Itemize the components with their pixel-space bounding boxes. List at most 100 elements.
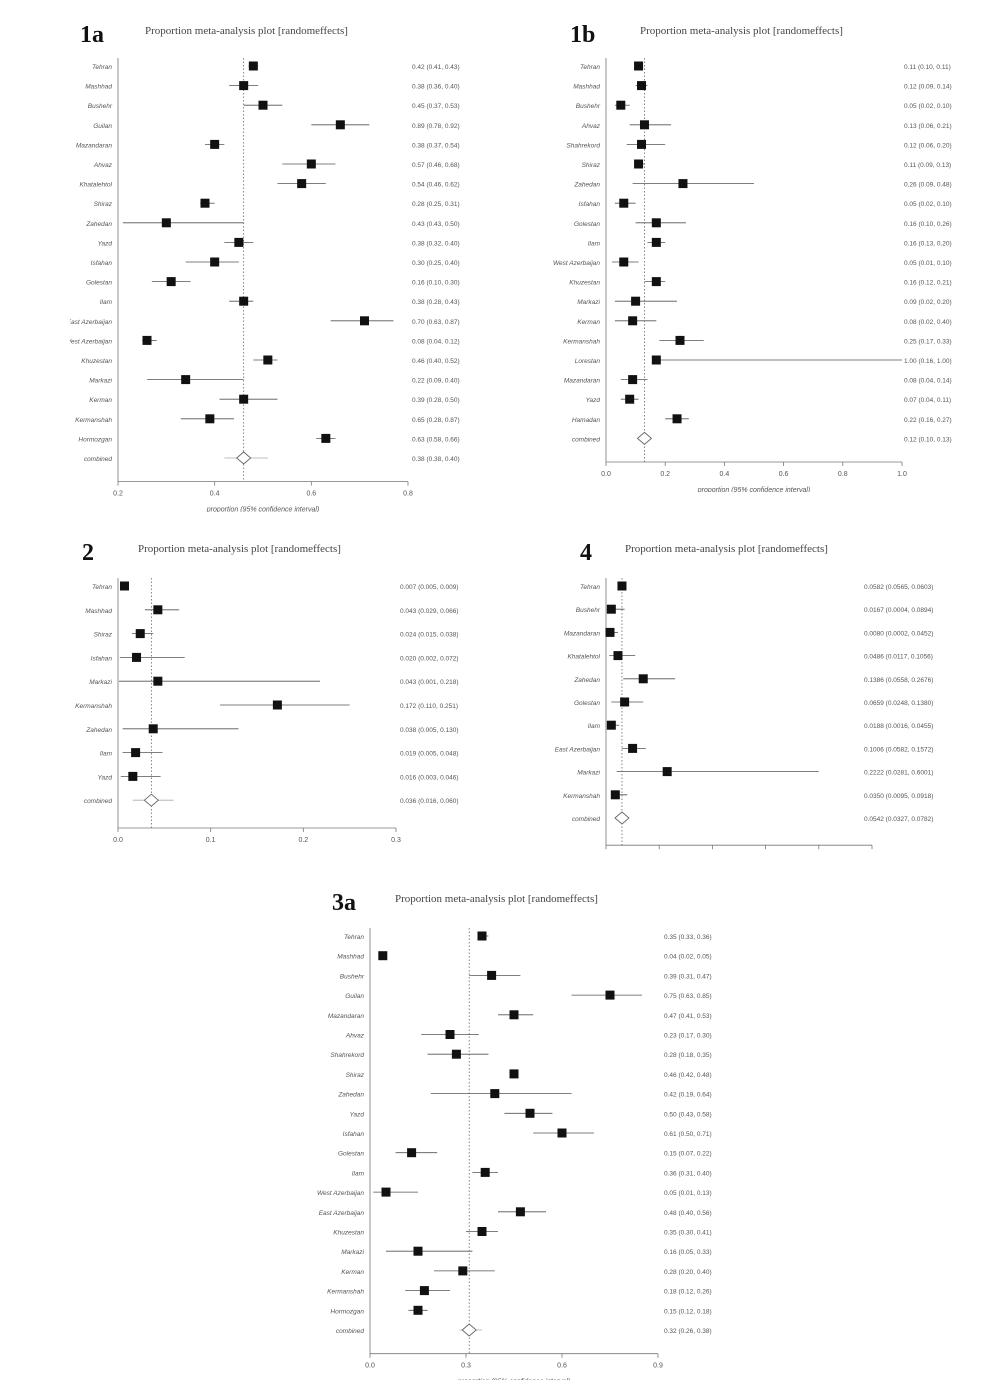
study-label: combined [572, 816, 601, 823]
study-ci-text: 0.48 (0.40, 0.56) [664, 1210, 712, 1217]
study-label: Mashhad [573, 84, 600, 91]
study-ci-text: 0.23 (0.17, 0.30) [664, 1033, 712, 1040]
combined-diamond [636, 431, 653, 445]
study-label: Lorestan [575, 358, 601, 365]
study-ci-text: 0.70 (0.63, 0.87) [412, 319, 460, 326]
study-label: Bushehr [88, 103, 113, 110]
study-ci-text: 0.05 (0.02, 0.10) [904, 103, 952, 110]
study-label: Shiraz [94, 632, 113, 639]
study-ci-text: 0.43 (0.43, 0.50) [412, 221, 460, 228]
study-point [210, 257, 220, 267]
study-ci-text: 0.043 (0.001, 0.218) [400, 679, 459, 686]
combined-diamond [143, 793, 160, 807]
chart-title: Proportion meta-analysis plot [randomeff… [138, 543, 341, 555]
study-ci-text: 0.0659 (0.0248, 0.1380) [864, 700, 933, 707]
forest-svg-1b: 0.0 0.2 0.4 0.6 0.8 1.0 proportion (95% confid… [553, 58, 952, 492]
study-ci-text: 0.65 (0.28, 0.87) [412, 417, 460, 424]
study-ci-text: 0.75 (0.63, 0.85) [664, 993, 712, 1000]
study-label: Kerman [577, 319, 600, 326]
chart-title: Proportion meta-analysis plot [randomeff… [640, 25, 843, 37]
study-label: combined [84, 456, 113, 463]
study-label: Kermanshah [563, 338, 600, 345]
study-ci-text: 0.38 (0.38, 0.40) [412, 456, 460, 463]
study-ci-text: 0.016 (0.003, 0.046) [400, 774, 459, 781]
study-ci-text: 0.28 (0.25, 0.31) [412, 201, 460, 208]
study-point [605, 627, 615, 637]
study-point [662, 767, 672, 777]
study-ci-text: 0.16 (0.05, 0.33) [664, 1249, 712, 1256]
study-label: Khatalehtol [567, 654, 600, 661]
study-ci-text: 0.08 (0.04, 0.12) [412, 338, 460, 345]
study-label: Golestan [338, 1151, 364, 1158]
study-point [487, 970, 497, 980]
study-ci-text: 0.16 (0.10, 0.30) [412, 280, 460, 287]
study-point [606, 604, 616, 614]
study-ci-text: 0.89 (0.78, 0.92) [412, 123, 460, 130]
study-label: Kerman [89, 397, 112, 404]
study-point [131, 748, 141, 758]
study-ci-text: 0.07 (0.04, 0.11) [904, 397, 951, 404]
study-point [651, 237, 661, 247]
study-label: Zahedan [573, 677, 600, 684]
study-point [153, 676, 163, 686]
study-ci-text: 0.172 (0.110, 0.251) [400, 703, 458, 710]
study-ci-text: 0.35 (0.33, 0.36) [664, 934, 712, 941]
chart-title: Proportion meta-analysis plot [randomeff… [395, 893, 598, 905]
study-ci-text: 0.12 (0.10, 0.13) [904, 436, 952, 443]
study-label: Shiraz [94, 201, 113, 208]
study-label: Golestan [574, 700, 600, 707]
study-ci-text: 0.08 (0.02, 0.40) [904, 319, 952, 326]
study-point [651, 218, 661, 228]
study-label: Yazd [586, 397, 601, 404]
x-tick-label: 0.6 [306, 491, 316, 498]
study-label: West Azerbaijan [317, 1190, 364, 1197]
study-ci-text: 0.0188 (0.0016, 0.0455) [864, 723, 933, 730]
study-point [234, 237, 244, 247]
study-point [239, 394, 249, 404]
study-ci-text: 0.18 (0.12, 0.26) [664, 1289, 712, 1296]
study-label: Ahvaz [345, 1033, 365, 1040]
study-point [181, 375, 191, 385]
study-ci-text: 0.007 (0.005, 0.009) [400, 584, 459, 591]
study-point [557, 1128, 567, 1138]
study-point [128, 771, 138, 781]
study-point [381, 1187, 391, 1197]
study-point [628, 375, 638, 385]
study-point [651, 277, 661, 287]
study-point [205, 414, 215, 424]
study-ci-text: 0.16 (0.10, 0.26) [904, 221, 952, 228]
study-label: Ilam [100, 299, 113, 306]
study-point [306, 159, 316, 169]
study-point [515, 1207, 525, 1217]
study-ci-text: 0.38 (0.37, 0.54) [412, 142, 460, 149]
study-label: Shahrekord [330, 1052, 364, 1059]
study-point [480, 1167, 490, 1177]
study-point [509, 1069, 519, 1079]
x-axis-label: proportion (95% confidence interval) [457, 1379, 570, 1380]
study-ci-text: 0.32 (0.26, 0.38) [664, 1328, 712, 1335]
x-tick-label: 0.2 [660, 471, 670, 478]
study-ci-text: 0.57 (0.46, 0.68) [412, 162, 460, 169]
study-label: Khuzestan [81, 358, 112, 365]
study-label: Mashhad [85, 84, 112, 91]
panel-label: 3a [332, 890, 356, 916]
study-ci-text: 0.05 (0.01, 0.13) [664, 1190, 712, 1197]
panel-label: 1b [570, 22, 596, 48]
study-label: Mazandaran [328, 1013, 365, 1020]
forest-plot-1a: 1a Proportion meta-analysis plot [random… [70, 20, 490, 512]
study-point [606, 720, 616, 730]
study-point [132, 652, 142, 662]
study-label: Mashhad [85, 608, 112, 615]
study-point [639, 120, 649, 130]
study-label: Shahrekord [566, 142, 600, 149]
study-point [119, 581, 129, 591]
study-point [297, 179, 307, 189]
study-label: combined [572, 436, 601, 443]
study-label: Bushehr [576, 607, 601, 614]
study-point [413, 1246, 423, 1256]
study-point [651, 355, 661, 365]
study-point [490, 1089, 500, 1099]
study-ci-text: 0.024 (0.015, 0.038) [400, 632, 459, 639]
forest-plot-4: 4 Proportion meta-analysis plot [randome… [520, 538, 980, 850]
combined-diamond [235, 451, 252, 465]
